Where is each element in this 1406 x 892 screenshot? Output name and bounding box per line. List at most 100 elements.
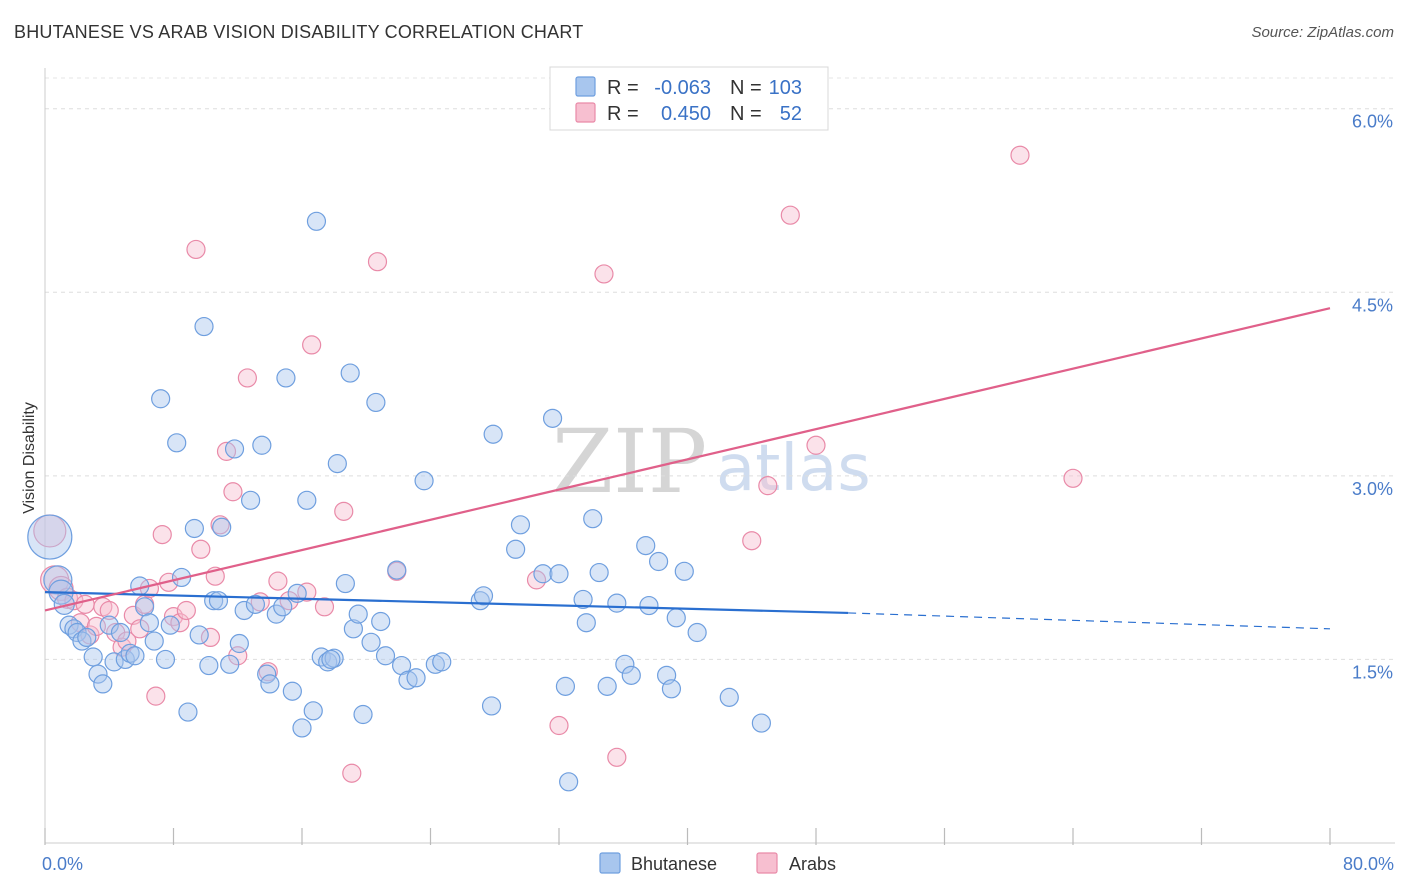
bhutanese-point-82 [555, 676, 576, 696]
bottom-legend-label-bhutanese: Bhutanese [631, 854, 717, 874]
bhutanese-point-57 [335, 573, 355, 594]
bhutanese-point-91 [621, 665, 641, 685]
bhutanese-point-97 [666, 608, 686, 628]
bhutanese-point-12 [99, 615, 119, 635]
bhutanese-point-88 [597, 676, 617, 696]
bhutanese-point-86 [583, 509, 603, 529]
x-tick-label-0: 0.0% [42, 854, 83, 874]
bhutanese-point-96 [661, 679, 682, 699]
arabs-point-32 [237, 368, 257, 388]
bottom-legend-label-arabs: Arabs [789, 854, 836, 874]
bhutanese-point-77 [506, 539, 526, 559]
bhutanese-point-62 [361, 632, 381, 652]
arabs-point-38 [302, 335, 322, 355]
bhutanese-point-85 [576, 613, 596, 633]
bhutanese-point-19 [134, 597, 155, 617]
bhutanese-point-69 [406, 668, 426, 688]
arabs-point-19 [152, 524, 172, 545]
bhutanese-point-29 [189, 625, 209, 645]
watermark-atlas: atlas [716, 432, 871, 506]
bhutanese-point-76 [483, 424, 503, 444]
bhutanese-point-38 [234, 600, 254, 621]
bhutanese-point-44 [266, 604, 286, 624]
y-tick-label-1: 3.0% [1352, 479, 1393, 499]
arabs-point-6 [75, 594, 95, 614]
bhutanese-point-9 [83, 647, 103, 667]
bottom-legend: Bhutanese Arabs [599, 852, 836, 874]
bhutanese-point-10 [88, 664, 108, 684]
arabs-point-18 [146, 686, 166, 706]
y-tick-label-0: 1.5% [1352, 662, 1393, 682]
bhutanese-point-100 [719, 687, 739, 707]
bhutanese-point-70 [414, 471, 434, 491]
x-tick-label-1: 80.0% [1343, 854, 1394, 874]
bhutanese-point-72 [432, 652, 452, 672]
bhutanese-point-79 [533, 564, 553, 584]
arabs-point-15 [130, 619, 150, 639]
y-axis-label: Vision Disability [21, 402, 38, 514]
bhutanese-point-80 [542, 408, 563, 428]
bhutanese-point-81 [549, 564, 569, 584]
arabs-point-42 [367, 252, 388, 272]
bhutanese-point-65 [375, 646, 396, 666]
legend-n-label-1: N = [730, 103, 762, 125]
y-tick-labels: 1.5% 3.0% 4.5% 6.0% [1352, 112, 1393, 683]
x-tick-labels: 0.0% 80.0% [42, 854, 1394, 874]
legend-swatch-bhutanese [575, 76, 596, 97]
bhutanese-point-17 [125, 646, 145, 666]
watermark-zip: ZIP [552, 410, 707, 513]
bhutanese-point-74 [473, 586, 494, 606]
bhutanese-point-30 [194, 316, 214, 337]
bhutanese-point-20 [139, 613, 160, 633]
bhutanese-point-66 [387, 560, 407, 580]
bhutanese-point-102 [321, 649, 341, 670]
bhutanese-point-43 [260, 674, 280, 694]
bhutanese-point-59 [343, 619, 363, 639]
bhutanese-point-75 [481, 696, 502, 716]
arabs-point-50 [780, 205, 800, 225]
bhutanese-point-45 [273, 597, 293, 617]
legend-r-value-1: 0.450 [661, 103, 711, 125]
bhutanese-point-63 [366, 392, 386, 413]
bhutanese-point-41 [252, 435, 272, 455]
bhutanese-point-54 [318, 652, 338, 672]
arabs-point-10 [99, 600, 119, 621]
arabs-point-35 [268, 571, 288, 591]
arabs-point-30 [223, 482, 243, 502]
bhutanese-point-14 [110, 622, 131, 643]
arabs-point-48 [742, 531, 762, 551]
arabs-point-23 [176, 600, 196, 621]
source-credit: Source: ZipAtlas.com [1251, 24, 1394, 41]
bhutanese-point-98 [674, 561, 694, 581]
arabs-point-53 [1063, 468, 1083, 488]
bottom-legend-swatch-arabs [756, 852, 778, 874]
arabs-point-47 [607, 747, 627, 767]
bhutanese-point-56 [327, 454, 347, 474]
axes [44, 68, 1395, 845]
trend-lines [44, 307, 1331, 630]
arabs-point-46 [594, 264, 614, 284]
chart-title: BHUTANESE VS ARAB VISION DISABILITY CORR… [14, 22, 584, 42]
y-tick-label-2: 4.5% [1352, 295, 1393, 315]
bhutanese-point-94 [648, 551, 669, 572]
arabs-point-40 [334, 501, 354, 521]
bhutanese-point-68 [398, 670, 418, 690]
bhutanese-point-78 [510, 515, 531, 535]
bhutanese-point-22 [151, 389, 171, 409]
arabs-point-26 [200, 627, 221, 648]
y-tick-label-3: 6.0% [1352, 112, 1393, 132]
bhutanese-point-52 [306, 211, 327, 231]
bhutanese-point-51 [303, 701, 323, 721]
bhutanese-point-23 [155, 649, 176, 670]
bhutanese-point-40 [245, 594, 266, 614]
legend-n-label-0: N = [730, 77, 762, 99]
bhutanese-trend-extension [848, 612, 1331, 630]
bhutanese-point-46 [276, 368, 296, 388]
top-legend-box [549, 66, 829, 131]
arabs-point-37 [297, 582, 317, 602]
bhutanese-point-89 [607, 593, 627, 613]
bhutanese-point-37 [229, 633, 249, 654]
watermark: ZIP atlas [552, 410, 871, 513]
bhutanese-point-84 [573, 589, 593, 610]
bhutanese-point-24 [160, 615, 180, 635]
